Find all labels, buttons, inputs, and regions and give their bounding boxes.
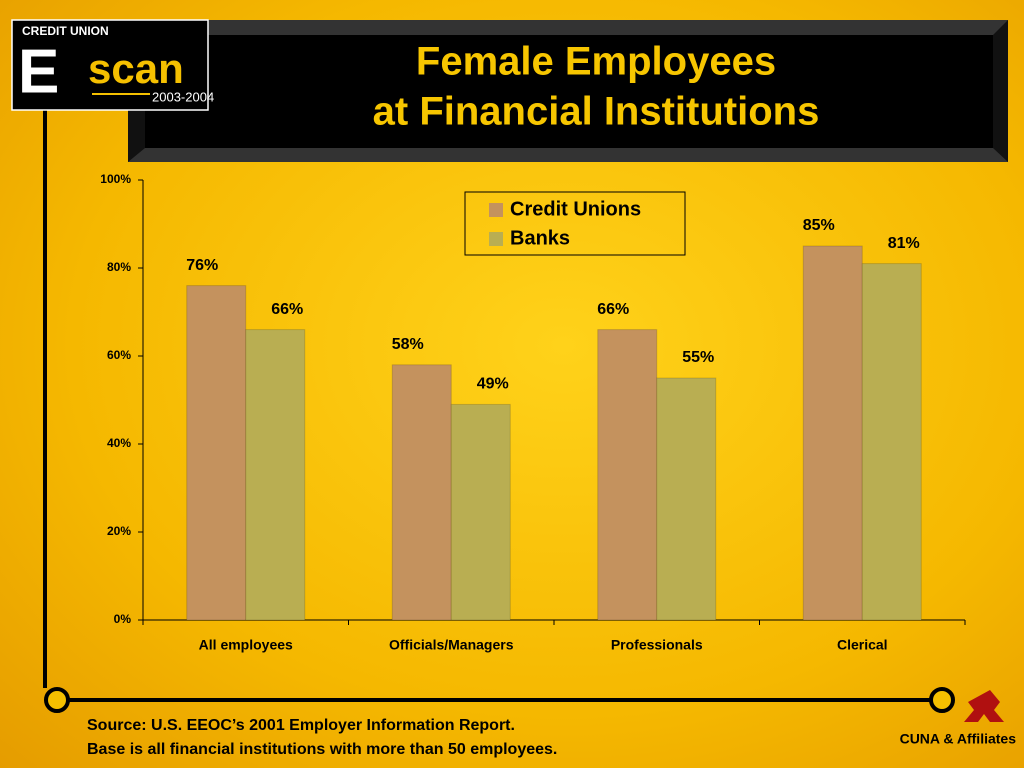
bar	[245, 329, 306, 621]
value-label: 66%	[597, 301, 629, 318]
logo-letter: E	[18, 37, 59, 106]
value-label: 81%	[888, 235, 920, 252]
bar	[391, 364, 452, 621]
title-box: Female Employees at Financial Institutio…	[128, 20, 1008, 162]
bar	[450, 403, 511, 621]
value-label: 66%	[271, 301, 303, 318]
value-label: 55%	[682, 349, 714, 366]
y-tick-label: 40%	[107, 436, 131, 450]
bar	[186, 285, 247, 621]
bar	[861, 263, 922, 621]
legend-swatch	[489, 232, 503, 246]
y-tick-label: 0%	[114, 612, 132, 626]
logo-years: 2003-2004	[152, 89, 214, 104]
x-tick-label: All employees	[199, 637, 293, 653]
logo-word: scan	[88, 45, 184, 92]
legend-label: Banks	[510, 227, 570, 249]
x-tick-label: Professionals	[611, 637, 703, 653]
chart-title: at Financial Institutions	[373, 90, 820, 134]
bar	[656, 377, 717, 621]
y-tick-label: 100%	[100, 172, 131, 186]
legend-box	[464, 191, 686, 256]
value-label: 85%	[803, 217, 835, 234]
value-label: 58%	[392, 336, 424, 353]
source-note: Source: U.S. EEOC’s 2001 Employer Inform…	[87, 717, 515, 734]
legend-swatch	[489, 203, 503, 217]
value-label: 49%	[477, 376, 509, 393]
bar	[802, 245, 863, 621]
x-tick-label: Officials/Managers	[389, 637, 514, 653]
logo: CREDIT UNION E scan 2003-2004	[11, 19, 214, 111]
publisher: CUNA & Affiliates	[900, 731, 1017, 747]
source-note: Base is all financial institutions with …	[87, 741, 557, 758]
logo-brand: CREDIT UNION	[22, 24, 109, 38]
publisher-logo	[964, 690, 1004, 722]
chart-title: Female Employees	[416, 40, 776, 84]
value-label: 76%	[186, 257, 218, 274]
y-tick-label: 60%	[107, 348, 131, 362]
y-tick-label: 20%	[107, 524, 131, 538]
bar	[597, 329, 658, 621]
frame-dot	[44, 687, 70, 713]
frame-dot	[929, 687, 955, 713]
y-tick-label: 80%	[107, 260, 131, 274]
legend-label: Credit Unions	[510, 198, 641, 220]
x-tick-label: Clerical	[837, 637, 888, 653]
